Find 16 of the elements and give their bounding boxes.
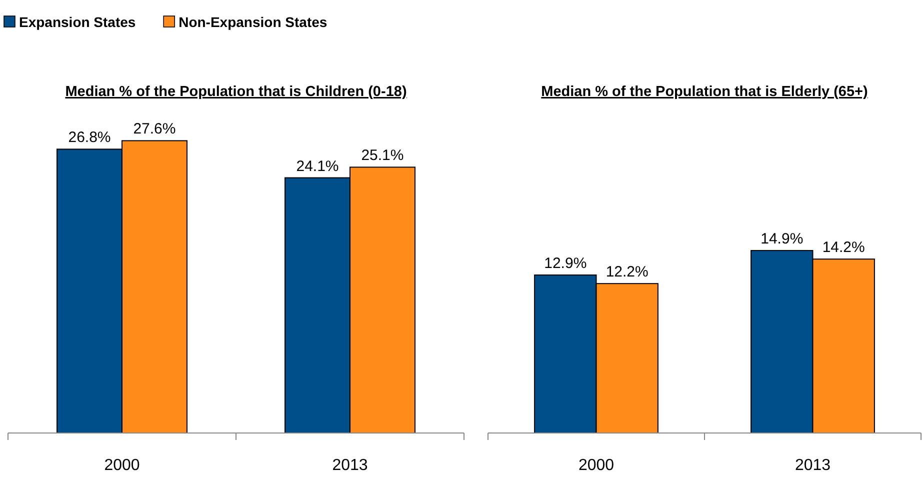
x-tick-label: 2013: [794, 457, 831, 474]
legend-label: Expansion States: [19, 14, 136, 30]
legend-label: Non-Expansion States: [178, 14, 328, 30]
data-label: 14.2%: [822, 239, 865, 256]
data-label: 14.9%: [760, 230, 804, 248]
chart-title: Median % of the Population that is Children (0-18): [65, 84, 407, 100]
data-label: 12.9%: [544, 255, 587, 272]
data-label: 26.8%: [68, 129, 111, 146]
x-tick-label: 2000: [104, 457, 140, 474]
chart-title: Median % of the Population that is Elderly (65+): [541, 84, 868, 100]
data-label: 12.2%: [606, 264, 648, 281]
x-tick-label: 2000: [578, 457, 614, 474]
data-label: 25.1%: [361, 147, 404, 164]
data-label: 24.1%: [296, 158, 339, 175]
data-label: 27.6%: [133, 120, 176, 138]
x-tick-label: 2013: [332, 457, 368, 474]
